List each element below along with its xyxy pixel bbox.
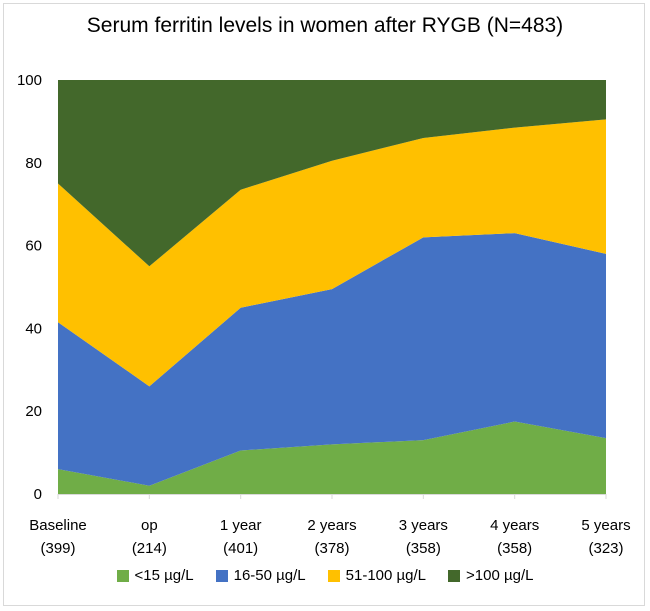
x-tick-count: (358) [406, 540, 441, 557]
legend-swatch-icon [215, 569, 228, 582]
x-tick-label: Baseline [29, 517, 87, 534]
y-tick-label: 60 [25, 238, 42, 255]
legend-label: 51-100 µg/L [345, 567, 427, 584]
x-tick-label: 4 years [490, 517, 539, 534]
area-series-2 [58, 119, 606, 387]
x-tick-label: 2 years [307, 517, 356, 534]
chart-legend: <15 µg/L 16-50 µg/L 51-100 µg/L >100 µg/L [0, 567, 650, 584]
legend-item: 51-100 µg/L [327, 567, 427, 584]
chart-title: Serum ferritin levels in women after RYG… [86, 14, 564, 37]
legend-item: >100 µg/L [448, 567, 533, 584]
legend-swatch-icon [448, 569, 461, 582]
x-tick-count: (401) [223, 540, 258, 557]
area-series-0 [58, 421, 606, 494]
x-tick-count: (214) [132, 540, 167, 557]
x-tick-count: (323) [588, 540, 623, 557]
x-tick-label: 5 years [581, 517, 630, 534]
x-tick-label: 1 year [220, 517, 262, 534]
legend-swatch-icon [116, 569, 129, 582]
legend-item: <15 µg/L [116, 567, 194, 584]
x-tick-count: (399) [40, 540, 75, 557]
x-tick-label: 3 years [399, 517, 448, 534]
legend-label: >100 µg/L [466, 567, 534, 584]
y-tick-label: 0 [34, 486, 42, 503]
y-tick-label: 80 [25, 155, 42, 172]
legend-swatch-icon [327, 569, 340, 582]
legend-label: 16-50 µg/L [233, 567, 306, 584]
legend-item: 16-50 µg/L [215, 567, 306, 584]
x-tick-count: (378) [314, 540, 349, 557]
area-series-1 [58, 233, 606, 486]
y-tick-label: 100 [17, 72, 42, 89]
area-series-3 [58, 80, 606, 267]
y-tick-label: 20 [25, 403, 42, 420]
x-tick-label: op [141, 517, 158, 534]
legend-label: <15 µg/L [134, 567, 194, 584]
x-tick-count: (358) [497, 540, 532, 557]
y-tick-label: 40 [25, 320, 42, 337]
